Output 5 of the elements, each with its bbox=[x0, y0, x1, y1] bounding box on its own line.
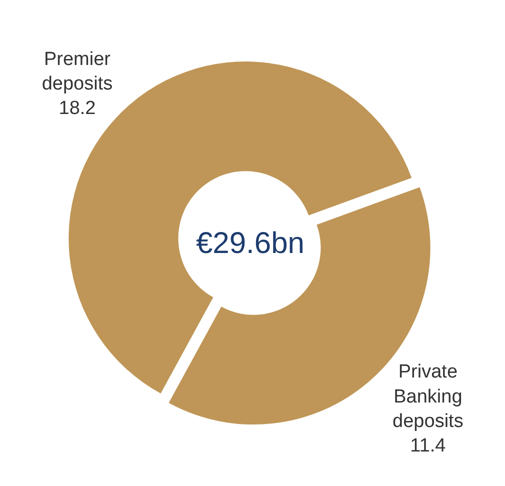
data-label: 11.4 bbox=[410, 436, 446, 457]
data-label: 18.2 bbox=[58, 98, 96, 120]
text: €29.6bn bbox=[196, 227, 304, 260]
slice-label: Premier deposits bbox=[42, 48, 113, 94]
slice-label: Private Banking deposits bbox=[392, 362, 464, 432]
